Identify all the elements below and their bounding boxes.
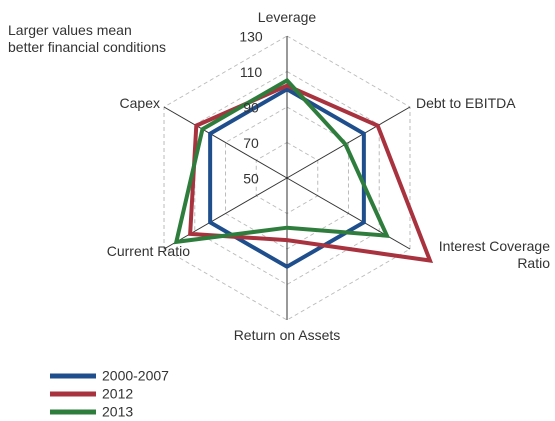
category-label: Interest Coverage Ratio: [438, 238, 550, 271]
axis-line: [286, 106, 411, 179]
category-label: Leverage: [257, 9, 317, 25]
category-label: Debt to EBITDA: [416, 95, 516, 111]
category-label: Capex: [119, 95, 160, 111]
tick-label: 130: [239, 29, 263, 45]
category-label: Current Ratio: [106, 243, 190, 259]
series-line: [208, 86, 366, 270]
tick-label: 50: [243, 171, 259, 187]
category-label: Return on Assets: [233, 327, 341, 343]
axis-line: [163, 106, 288, 179]
series-line: [188, 83, 434, 264]
legend-label: 2000-2007: [102, 368, 169, 384]
legend-label: 2013: [102, 404, 133, 420]
tick-label: 70: [243, 135, 259, 151]
series-line: [173, 77, 391, 245]
axis-line: [163, 177, 288, 250]
legend-label: 2012: [102, 386, 133, 402]
tick-label: 90: [243, 100, 259, 116]
annotation: Larger values mean better financial cond…: [8, 22, 166, 55]
tick-label: 110: [240, 64, 263, 80]
